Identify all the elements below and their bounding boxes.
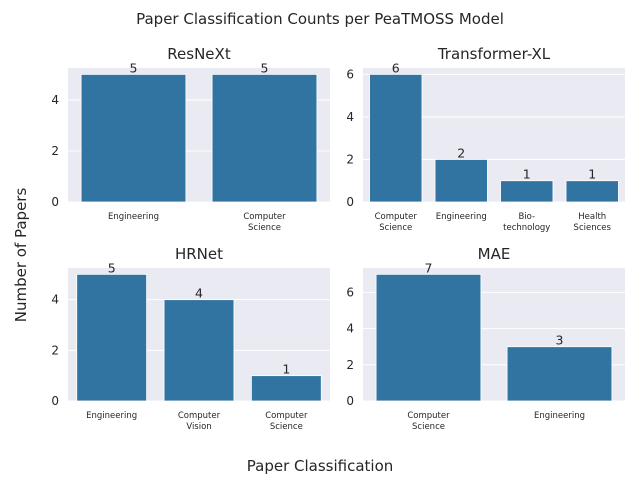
bar — [163, 299, 235, 402]
x-axis-label: Paper Classification — [247, 457, 394, 475]
data-label: 4 — [195, 286, 203, 301]
data-label: 5 — [108, 260, 116, 275]
subplot-title: MAE — [478, 245, 511, 263]
y-tick-label: 2 — [51, 144, 59, 158]
subplot-2: 0 2 4 6 6 Computer Science 2 Engineering 1 Bio-tec… — [346, 45, 625, 233]
bar — [369, 73, 423, 203]
data-label: 1 — [523, 167, 531, 182]
data-label: 1 — [282, 362, 290, 377]
bar — [506, 346, 613, 402]
y-tick-label: 4 — [346, 322, 354, 336]
bar — [375, 273, 482, 402]
x-tick-label: Engineering — [534, 411, 585, 421]
bar — [250, 375, 322, 402]
subplot-title: ResNeXt — [167, 45, 231, 63]
x-tick-label: Computer Science — [375, 212, 418, 233]
bar — [434, 159, 488, 203]
data-label: 3 — [556, 333, 564, 348]
y-tick-label: 4 — [346, 110, 354, 124]
bar — [500, 180, 554, 203]
x-tick-label: Engineering — [108, 212, 159, 222]
data-label: 5 — [261, 60, 269, 75]
subplot-1: 0 2 4 5 Engineering 5 Computer Science ResNeXt — [51, 45, 330, 233]
y-tick-label: 2 — [51, 343, 59, 357]
bar — [76, 273, 147, 402]
bar — [565, 180, 619, 203]
x-tick-label: Engineering — [436, 212, 487, 222]
y-tick-label: 0 — [51, 394, 59, 408]
y-tick-label: 2 — [346, 152, 354, 166]
x-tick-label: Engineering — [86, 411, 137, 421]
y-tick-label: 0 — [346, 195, 354, 209]
figure-suptitle: Paper Classification Counts per PeaTMOSS… — [136, 10, 504, 28]
x-tick-label: Computer Science — [407, 411, 450, 432]
y-tick-label: 0 — [346, 394, 354, 408]
x-tick-label: Computer Vision — [178, 411, 221, 432]
data-label: 7 — [425, 260, 433, 275]
x-tick-label: Health Sciences — [574, 212, 612, 233]
y-tick-label: 4 — [51, 293, 59, 307]
x-tick-label: Computer Science — [243, 212, 286, 233]
subplot-3: 0 2 4 5 Engineering 4 Computer Vision 1 Computer S… — [51, 245, 330, 432]
y-tick-label: 4 — [51, 93, 59, 107]
data-label: 2 — [457, 145, 465, 160]
subplots: 0 2 4 5 Engineering 5 Computer Science ResNeXt 0 2… — [51, 45, 625, 432]
x-tick-label: Computer Science — [265, 411, 308, 432]
y-tick-label: 6 — [346, 67, 354, 81]
x-tick-label: Bio-technology — [503, 212, 550, 233]
y-tick-label: 0 — [51, 195, 59, 209]
subplot-4: 0 2 4 6 7 Computer Science 3 Engineering MAE — [346, 245, 625, 432]
subplot-title: Transformer-XL — [437, 45, 551, 63]
bar — [211, 73, 318, 203]
y-tick-label: 6 — [346, 285, 354, 299]
data-label: 1 — [588, 167, 596, 182]
subplot-title: HRNet — [175, 245, 223, 263]
y-tick-label: 2 — [346, 358, 354, 372]
data-label: 5 — [130, 60, 138, 75]
data-label: 6 — [392, 60, 400, 75]
bar — [80, 73, 187, 203]
y-axis-label: Number of Papers — [12, 188, 30, 323]
